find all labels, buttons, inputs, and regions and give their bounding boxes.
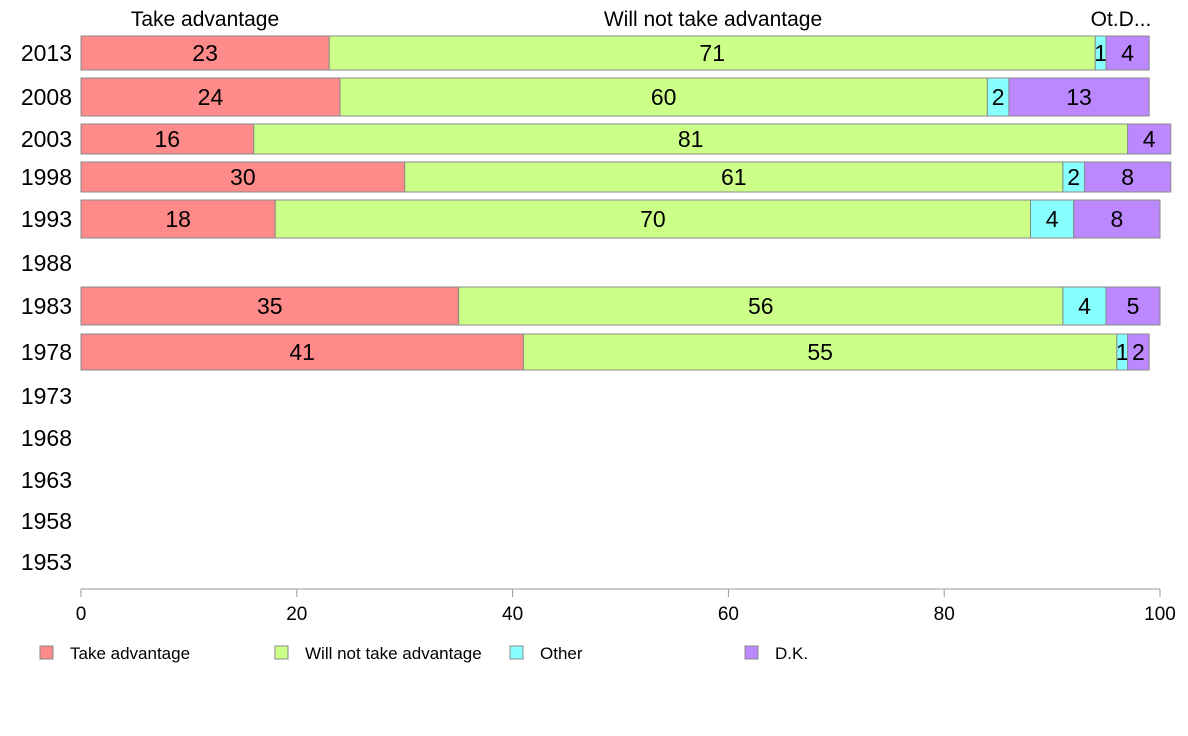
y-tick-label: 1983	[21, 293, 72, 319]
bar-segment-d-k	[1127, 123, 1172, 155]
bar-segment-take-advantage	[80, 286, 460, 326]
x-axis: 0 20 40 60 80 100	[76, 588, 1176, 625]
bar-segment-d-k	[1127, 333, 1150, 371]
data-label: 35	[257, 293, 283, 319]
data-label: 55	[807, 339, 833, 365]
legend-label-will-not-take-advantage: Will not take advantage	[305, 644, 482, 663]
y-tick-label: 2008	[21, 84, 72, 110]
data-label: 18	[165, 206, 191, 232]
data-label: 60	[651, 84, 677, 110]
y-tick-label: 1973	[21, 383, 72, 409]
y-tick-label: 1993	[21, 206, 72, 232]
column-headers: Take advantage Will not take advantage O…	[131, 8, 1151, 31]
bar-segment-will-not-take-advantage	[253, 123, 1129, 155]
data-label: 81	[678, 126, 704, 152]
data-label: 70	[640, 206, 666, 232]
legend-label-take-advantage: Take advantage	[70, 644, 190, 663]
bar-segment-d-k	[1008, 77, 1150, 117]
y-tick-label: 1958	[21, 508, 72, 534]
data-label: 56	[748, 293, 774, 319]
y-tick-label: 2003	[21, 126, 72, 152]
data-label: 41	[289, 339, 315, 365]
legend-swatch-take-advantage	[39, 645, 54, 660]
data-label: 2	[1067, 164, 1080, 190]
y-tick-label: 1978	[21, 339, 72, 365]
bar-segment-will-not-take-advantage	[404, 161, 1064, 193]
y-axis-labels: 2013 2008 2003 1998 1993 1988 1983 1978 1973 1968…	[21, 40, 72, 575]
data-label: 30	[230, 164, 256, 190]
legend-swatch-will-not-take-advantage	[274, 645, 289, 660]
x-tick-label: 0	[76, 604, 87, 625]
bar-segment-d-k	[1105, 286, 1161, 326]
data-label: 23	[192, 40, 218, 66]
data-label: 4	[1143, 126, 1156, 152]
x-tick-label: 20	[286, 604, 307, 625]
bar-segment-take-advantage	[80, 123, 255, 155]
bar-segment-take-advantage	[80, 333, 524, 371]
y-tick-label: 1953	[21, 549, 72, 575]
data-label: 5	[1127, 293, 1140, 319]
bar-segment-d-k	[1083, 161, 1172, 193]
data-label: 8	[1110, 206, 1123, 232]
bar-segment-will-not-take-advantage	[458, 286, 1064, 326]
data-label: 71	[699, 40, 725, 66]
data-label: 13	[1066, 84, 1092, 110]
bar-segment-other	[1062, 286, 1107, 326]
column-header-take-advantage: Take advantage	[131, 8, 279, 31]
data-label: 4	[1078, 293, 1091, 319]
y-tick-label: 1963	[21, 467, 72, 493]
column-header-will-not-take-advantage: Will not take advantage	[604, 8, 822, 31]
x-tick-label: 40	[502, 604, 523, 625]
bar-segment-take-advantage	[80, 35, 330, 71]
data-label: 1	[1116, 339, 1129, 365]
data-label: 4	[1121, 40, 1134, 66]
data-label: 2	[1132, 339, 1145, 365]
data-label: 24	[198, 84, 224, 110]
legend-label-d-k: D.K.	[775, 644, 808, 663]
data-label: 16	[155, 126, 181, 152]
data-label: 4	[1046, 206, 1059, 232]
legend-label-other: Other	[540, 644, 583, 663]
data-label: 8	[1121, 164, 1134, 190]
legend-swatch-d-k	[744, 645, 759, 660]
column-header-other-dk: Ot.D...	[1091, 8, 1152, 31]
x-tick-label: 60	[718, 604, 739, 625]
legend: Take advantage Will not take advantage Oth…	[39, 644, 808, 663]
bar-segment-will-not-take-advantage	[328, 35, 1096, 71]
bar-segment-take-advantage	[80, 161, 406, 193]
bar-segment-other	[1030, 199, 1075, 239]
data-label: 1	[1094, 40, 1107, 66]
bar-segment-take-advantage	[80, 199, 276, 239]
y-tick-label: 1998	[21, 164, 72, 190]
bar-segment-will-not-take-advantage	[522, 333, 1118, 371]
legend-swatch-other	[509, 645, 524, 660]
bar-segment-will-not-take-advantage	[274, 199, 1032, 239]
bar-segment-d-k	[1073, 199, 1161, 239]
bar-segment-will-not-take-advantage	[339, 77, 988, 117]
data-label: 2	[992, 84, 1005, 110]
y-tick-label: 1968	[21, 425, 72, 451]
bar-segment-d-k	[1105, 35, 1150, 71]
x-tick-label: 80	[934, 604, 955, 625]
x-tick-label: 100	[1144, 604, 1176, 625]
y-tick-label: 1988	[21, 250, 72, 276]
data-label: 61	[721, 164, 747, 190]
y-tick-label: 2013	[21, 40, 72, 66]
